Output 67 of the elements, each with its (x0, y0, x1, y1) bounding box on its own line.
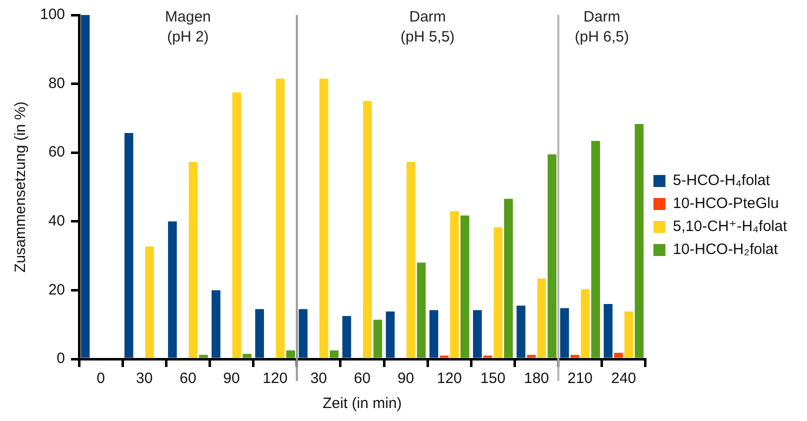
x-tick-label: 150 (480, 370, 506, 388)
x-axis-title: Zeit (in min) (322, 395, 402, 412)
bar (429, 310, 438, 358)
legend-label: 10-HCO-H₂folat (672, 241, 779, 258)
bar (232, 92, 242, 358)
y-tick-label: 20 (48, 281, 66, 298)
x-tick-label: 90 (397, 370, 414, 388)
y-tick-label: 80 (48, 74, 66, 92)
legend-label: 10-HCO-PteGlu (672, 195, 779, 212)
bar (286, 350, 296, 358)
bar (386, 312, 395, 358)
bar (494, 227, 503, 358)
bar (145, 246, 154, 358)
bar (560, 308, 569, 358)
bar (298, 309, 308, 358)
y-tick-label: 0 (56, 350, 66, 368)
annotation: Darm (pH 6,5) (574, 8, 629, 46)
bar (199, 354, 208, 358)
bar (570, 354, 580, 358)
bar (634, 124, 644, 358)
y-tick-label: 100 (40, 6, 66, 24)
x-tick-label: 30 (310, 370, 327, 388)
bar (614, 352, 623, 358)
x-tick-label: 30 (136, 370, 153, 388)
bar (473, 310, 482, 358)
bar (363, 101, 372, 358)
x-tick-label: 90 (223, 370, 240, 388)
bar (212, 290, 220, 358)
bar (373, 320, 382, 358)
bar (342, 316, 352, 358)
annotation: Darm (pH 5,5) (400, 8, 455, 46)
x-tick-label: 180 (524, 370, 550, 388)
annotation: Magen (pH 2) (165, 8, 211, 46)
bar (460, 216, 470, 358)
bar (319, 78, 328, 358)
legend-label: 5,10-CH⁺-H₄folat (672, 218, 788, 236)
x-tick-label: 60 (180, 370, 196, 388)
bar (450, 211, 459, 358)
bar (242, 354, 252, 358)
bar (504, 198, 513, 358)
bar (591, 140, 600, 358)
bar (188, 162, 198, 358)
x-tick-label: 60 (354, 370, 371, 388)
bar (330, 350, 339, 358)
bar (548, 154, 556, 358)
bar (124, 132, 134, 358)
bar (406, 162, 416, 358)
x-tick-label: 120 (262, 370, 288, 388)
x-tick-label: 0 (96, 370, 105, 388)
y-axis-title: Zusammensetzung (in %) (12, 102, 30, 272)
bar (516, 306, 526, 358)
bar (416, 262, 426, 358)
bar (604, 304, 613, 358)
bar (276, 78, 285, 358)
legend-label: 5-HCO-H₄folat (672, 172, 771, 190)
bar (537, 278, 546, 358)
x-tick-label: 210 (568, 370, 593, 388)
bar (168, 221, 177, 358)
y-tick-label: 40 (48, 212, 66, 230)
bar (580, 289, 590, 358)
bar (80, 15, 90, 358)
bar (255, 309, 264, 358)
bar (624, 312, 634, 358)
y-tick-label: 60 (48, 144, 66, 161)
x-tick-label: 240 (611, 370, 636, 388)
x-tick-label: 120 (436, 370, 462, 388)
bar (526, 354, 536, 358)
